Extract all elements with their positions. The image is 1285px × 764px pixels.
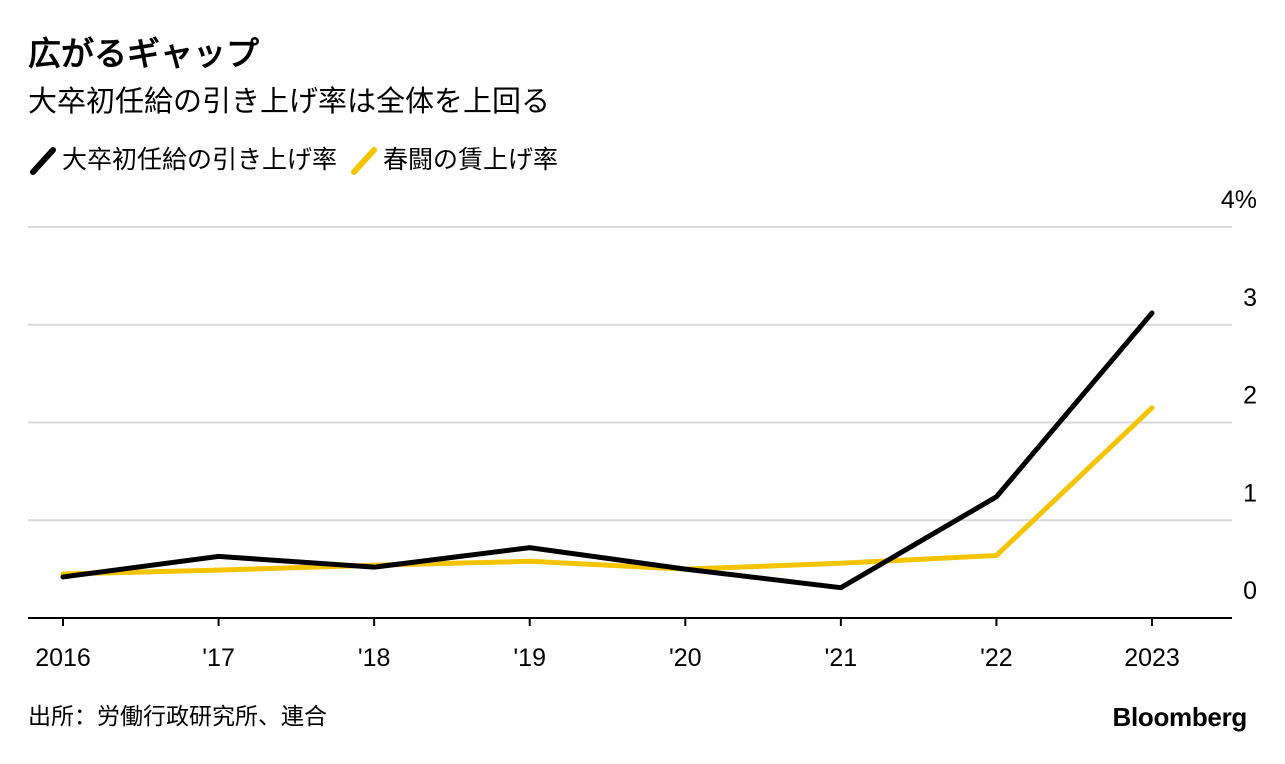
legend-swatch-black: [30, 147, 56, 175]
x-tick-label-5: '21: [825, 644, 858, 672]
bloomberg-logo: Bloomberg: [1112, 702, 1247, 732]
legend-label-starting-salary: 大卒初任給の引き上げ率: [62, 145, 338, 174]
y-tick-label-0: 0: [1243, 577, 1257, 605]
chart-subtitle: 大卒初任給の引き上げ率は全体を上回る: [28, 84, 551, 118]
x-tick-label-2: '18: [358, 644, 391, 672]
legend-item-starting-salary: 大卒初任給の引き上げ率: [28, 143, 337, 177]
y-tick-label-1: 1: [1243, 479, 1257, 507]
x-tick-label-1: '17: [202, 644, 235, 672]
legend-label-shunto: 春闘の賃上げ率: [383, 145, 559, 174]
y-tick-label-3: 3: [1243, 284, 1257, 312]
x-tick-label-3: '19: [513, 644, 546, 672]
y-axis-tick-labels: 0 1 2 3 4%: [1221, 186, 1257, 605]
x-tick-label-6: '22: [980, 644, 1013, 672]
x-tick-label-0: 2016: [35, 644, 91, 672]
legend: 大卒初任給の引き上げ率 春闘の賃上げ率: [28, 143, 570, 177]
legend-swatch-line-0: [30, 147, 56, 175]
series-line-0: [60, 310, 1155, 591]
chart-title: 広がるギャップ: [28, 34, 259, 73]
x-axis-tick-labels: 2016 '17 '18 '19 '20 '21 '22 2023: [35, 644, 1180, 672]
series-line-1: [60, 405, 1155, 577]
gridlines: [28, 226, 1232, 522]
x-tick-label-7: 2023: [1124, 644, 1180, 672]
y-tick-label-2: 2: [1243, 382, 1257, 410]
source-note: 出所：労働行政研究所、連合: [28, 704, 327, 730]
legend-swatch-line-1: [351, 147, 378, 175]
y-tick-label-4: 4%: [1221, 186, 1257, 214]
series-lines: [60, 310, 1155, 591]
x-axis: [28, 617, 1232, 626]
x-tick-label-4: '20: [669, 644, 702, 672]
legend-swatch-yellow: [351, 147, 378, 175]
legend-item-shunto: 春闘の賃上げ率: [349, 143, 558, 177]
